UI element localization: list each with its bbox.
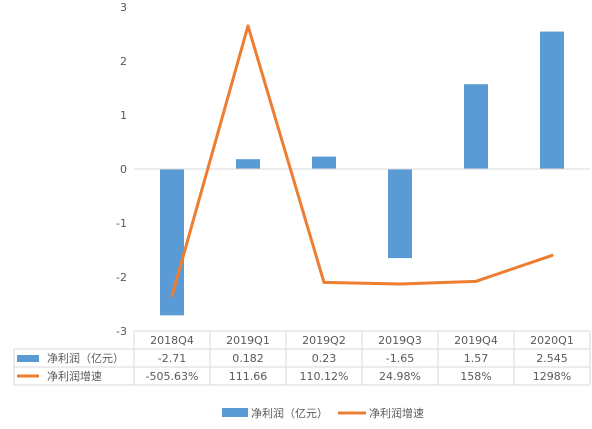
bar-series-name: 净利润（亿元） [47,351,124,365]
growth-point-2019Q4 [474,279,478,283]
bar-series [160,31,564,316]
line-series-name: 净利润增速 [47,369,102,383]
table-cell-net-profit: 0.23 [312,352,337,365]
category-label: 2019Q1 [226,334,270,347]
table-cell-net-profit: -2.71 [158,352,186,365]
data-table: 2018Q4 2019Q1 2019Q2 2019Q3 2019Q4 2020Q1 净利润（… [13,330,591,386]
category-label: 2019Q3 [378,334,422,347]
bar-2019Q1 [236,159,260,169]
table-cell-growth: 158% [460,370,491,383]
category-label: 2019Q4 [454,334,498,347]
bar-2019Q3 [388,169,412,259]
line-series [170,24,554,298]
category-label: 2018Q4 [150,334,194,347]
bar-2019Q4 [464,84,488,169]
table-cell-net-profit: 0.182 [232,352,264,365]
category-label: 2019Q2 [302,334,346,347]
table-cell-net-profit: 2.545 [536,352,568,365]
table-cell-growth: 1298% [533,370,571,383]
table-cell-growth: 110.12% [300,370,349,383]
growth-line [170,24,554,298]
legend-line-label: 净利润增速 [369,406,424,420]
y-tick-label: -2 [116,271,127,284]
legend: 净利润（亿元） 净利润增速 [222,406,424,420]
growth-point-2019Q2 [322,280,326,284]
table-cell-net-profit: 1.57 [464,352,489,365]
table-cell-growth: 111.66 [229,370,268,383]
y-tick-label: 1 [120,109,127,122]
table-cell-growth: -505.63% [146,370,199,383]
growth-point-2020Q1 [550,253,554,257]
y-tick-label: 2 [120,55,127,68]
legend-bar-label: 净利润（亿元） [251,406,328,420]
growth-point-2018Q4 [170,294,174,298]
legend-bar-key [222,408,248,417]
bar-2020Q1 [540,31,564,169]
y-tick-label: 0 [120,163,127,176]
growth-point-2019Q3 [398,282,402,286]
bar-series-key [17,355,39,362]
y-tick-label: -3 [116,325,127,338]
table-cell-net-profit: -1.65 [386,352,414,365]
y-axis: 3 2 1 0 -1 -2 -3 [116,1,127,338]
growth-point-2019Q1 [246,24,250,28]
bar-2019Q2 [312,156,336,169]
y-tick-label: 3 [120,1,127,14]
table-cell-growth: 24.98% [379,370,421,383]
y-tick-label: -1 [116,217,127,230]
category-label: 2020Q1 [530,334,574,347]
